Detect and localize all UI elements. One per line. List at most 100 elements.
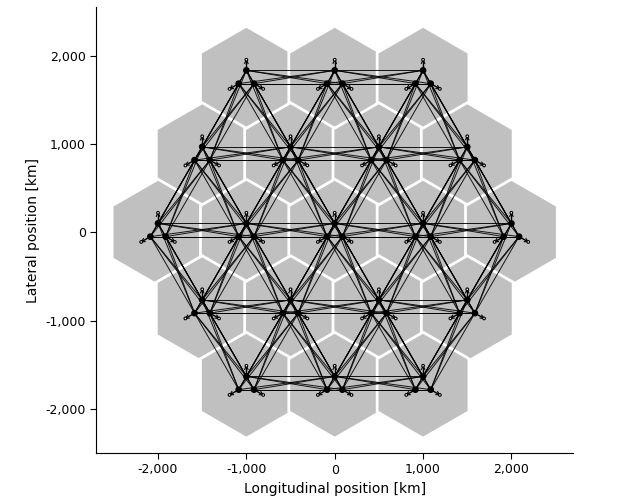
Circle shape: [200, 144, 205, 149]
Circle shape: [245, 58, 248, 61]
Circle shape: [466, 135, 468, 138]
Circle shape: [252, 81, 257, 87]
Circle shape: [332, 221, 337, 226]
Circle shape: [184, 164, 187, 167]
Circle shape: [245, 211, 248, 214]
Circle shape: [244, 374, 249, 379]
X-axis label: Longitudinal position [km]: Longitudinal position [km]: [244, 482, 426, 496]
Circle shape: [369, 310, 374, 316]
Circle shape: [201, 135, 204, 138]
Circle shape: [324, 81, 330, 87]
Circle shape: [457, 310, 462, 316]
Circle shape: [457, 157, 462, 163]
Circle shape: [361, 317, 364, 320]
Circle shape: [200, 297, 205, 302]
Circle shape: [236, 81, 241, 87]
Polygon shape: [112, 179, 204, 285]
Circle shape: [527, 240, 529, 243]
Circle shape: [324, 234, 330, 239]
Circle shape: [422, 211, 424, 214]
Polygon shape: [465, 179, 557, 285]
Circle shape: [384, 157, 389, 163]
Circle shape: [501, 234, 506, 239]
Polygon shape: [156, 103, 248, 209]
Circle shape: [420, 68, 426, 73]
Circle shape: [236, 234, 241, 239]
Circle shape: [472, 310, 477, 316]
Polygon shape: [200, 179, 292, 285]
Circle shape: [156, 221, 161, 226]
Circle shape: [333, 365, 336, 367]
Circle shape: [157, 211, 159, 214]
Polygon shape: [421, 103, 513, 209]
Circle shape: [296, 310, 301, 316]
Circle shape: [449, 317, 452, 320]
Circle shape: [413, 387, 418, 392]
Circle shape: [361, 164, 364, 167]
Circle shape: [350, 88, 353, 90]
Circle shape: [244, 68, 249, 73]
Polygon shape: [333, 256, 425, 362]
Circle shape: [438, 240, 441, 243]
Circle shape: [280, 310, 285, 316]
Circle shape: [228, 88, 231, 90]
Circle shape: [420, 374, 426, 379]
Circle shape: [262, 88, 264, 90]
Circle shape: [184, 317, 187, 320]
Circle shape: [207, 157, 212, 163]
Circle shape: [376, 144, 381, 149]
Circle shape: [273, 164, 275, 167]
Circle shape: [438, 88, 441, 90]
Circle shape: [509, 221, 514, 226]
Polygon shape: [200, 332, 292, 438]
Circle shape: [465, 144, 470, 149]
Circle shape: [378, 135, 380, 138]
Circle shape: [340, 234, 345, 239]
Circle shape: [384, 310, 389, 316]
Circle shape: [288, 297, 293, 302]
Circle shape: [333, 58, 336, 61]
Circle shape: [306, 317, 308, 320]
Circle shape: [218, 164, 220, 167]
Circle shape: [472, 157, 477, 163]
Circle shape: [163, 234, 168, 239]
Circle shape: [449, 164, 452, 167]
Polygon shape: [200, 26, 292, 132]
Circle shape: [289, 288, 292, 291]
Circle shape: [378, 288, 380, 291]
Circle shape: [394, 164, 397, 167]
Circle shape: [333, 211, 336, 214]
Circle shape: [317, 240, 319, 243]
Circle shape: [324, 387, 330, 392]
Polygon shape: [421, 256, 513, 362]
Circle shape: [483, 164, 485, 167]
Circle shape: [422, 58, 424, 61]
Polygon shape: [377, 26, 469, 132]
Circle shape: [376, 297, 381, 302]
Circle shape: [510, 211, 513, 214]
Polygon shape: [289, 332, 381, 438]
Circle shape: [405, 240, 408, 243]
Circle shape: [413, 234, 418, 239]
Circle shape: [516, 234, 522, 239]
Circle shape: [280, 157, 285, 163]
Circle shape: [340, 387, 345, 392]
Circle shape: [332, 68, 337, 73]
Circle shape: [317, 88, 319, 90]
Circle shape: [218, 317, 220, 320]
Circle shape: [422, 365, 424, 367]
Circle shape: [428, 81, 433, 87]
Circle shape: [288, 144, 293, 149]
Circle shape: [340, 81, 345, 87]
Circle shape: [428, 234, 433, 239]
Circle shape: [438, 394, 441, 396]
Circle shape: [262, 394, 264, 396]
Circle shape: [245, 365, 248, 367]
Polygon shape: [156, 256, 248, 362]
Circle shape: [394, 317, 397, 320]
Circle shape: [413, 81, 418, 87]
Circle shape: [192, 310, 197, 316]
Circle shape: [207, 310, 212, 316]
Circle shape: [493, 240, 496, 243]
Circle shape: [148, 234, 153, 239]
